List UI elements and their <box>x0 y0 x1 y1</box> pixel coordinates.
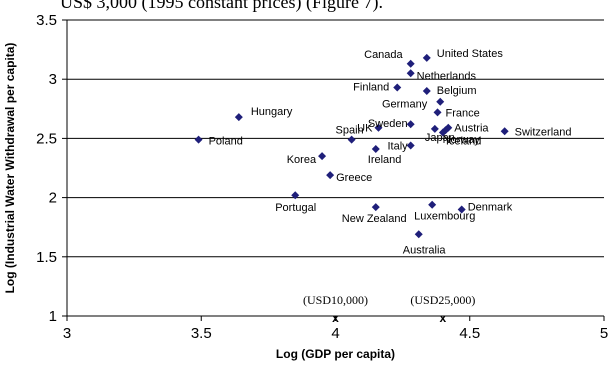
data-point-label: UK <box>357 123 373 135</box>
annotation-label: (USD25,000) <box>410 293 475 307</box>
data-point-label: Belgium <box>437 85 477 97</box>
data-point-marker <box>371 203 380 212</box>
data-point-label: Spain <box>336 125 364 137</box>
data-point-label: Finland <box>353 81 389 93</box>
data-point-marker <box>406 120 415 129</box>
data-point-marker <box>406 59 415 68</box>
data-point-marker <box>234 113 243 122</box>
data-point-label: Ireland <box>368 154 402 166</box>
data-point-label: Japan <box>425 132 455 144</box>
data-point-label: Denmark <box>468 201 513 213</box>
data-point-marker <box>406 141 415 150</box>
annotation-mark: x <box>332 311 339 325</box>
gridlines <box>67 19 604 258</box>
data-point-marker <box>194 135 203 144</box>
data-point-label: United States <box>437 48 504 60</box>
data-point-marker <box>422 53 431 62</box>
data-point-marker <box>500 127 509 136</box>
data-point-marker <box>326 171 335 180</box>
data-point-label: France <box>446 107 480 119</box>
x-tick-label: 4 <box>331 325 339 342</box>
header-text: US$ 3,000 (1995 constant prices) (Figure… <box>60 0 383 13</box>
y-tick-labels: 1 1.5 2 2.5 3 3.5 <box>36 12 57 325</box>
data-point-label: Portugal <box>275 202 316 214</box>
data-point-marker <box>347 135 356 144</box>
data-point-label: New Zealand <box>342 213 407 225</box>
y-tick-label: 2.5 <box>36 130 57 147</box>
data-point-marker <box>406 69 415 78</box>
data-point-marker <box>318 152 327 161</box>
data-point-label: Austria <box>454 123 489 135</box>
data-point-label: Norway <box>443 134 481 146</box>
data-point-label: Greece <box>336 172 372 184</box>
data-point-marker <box>457 205 466 214</box>
data-point-marker <box>433 108 442 117</box>
data-point-label: Hungary <box>251 106 293 118</box>
data-point-marker <box>430 124 439 133</box>
data-point-label: Luxembourg <box>414 211 475 223</box>
annotation-mark: x <box>440 311 447 325</box>
axes <box>62 19 605 321</box>
data-point-label: Australia <box>403 244 447 256</box>
x-tick-label: 4.5 <box>459 325 480 342</box>
y-tick-label: 1 <box>49 308 57 325</box>
annotations: (USD10,000) x (USD25,000) x <box>303 293 475 325</box>
data-point-marker <box>428 200 437 209</box>
x-axis-title: Log (GDP per capita) <box>276 347 395 361</box>
data-point-label: Korea <box>287 154 317 166</box>
data-point-marker <box>291 191 300 200</box>
x-tick-label: 3.5 <box>191 325 212 342</box>
y-tick-label: 3 <box>49 71 57 88</box>
x-tick-label: 5 <box>600 325 608 342</box>
data-point-marker <box>371 145 380 154</box>
y-tick-label: 2 <box>49 190 57 207</box>
y-tick-label: 1.5 <box>36 249 57 266</box>
y-axis-title: Log (Industrial Water Withdrawal per cap… <box>3 43 17 294</box>
data-point-label: Poland <box>209 136 243 148</box>
data-point-label: Canada <box>364 49 403 61</box>
data-point-label: Iceland <box>446 135 481 147</box>
annotation-label: (USD10,000) <box>303 293 368 307</box>
data-point-marker <box>414 230 423 239</box>
x-tick-label: 3 <box>63 325 71 342</box>
data-point-label: Switzerland <box>515 126 572 138</box>
data-point-label: Sweden <box>368 118 408 130</box>
data-point-marker <box>422 87 431 96</box>
data-points: Canada United States Netherlands Finland Bel… <box>194 48 572 256</box>
data-point-marker <box>441 126 450 135</box>
data-point-label: Netherlands <box>417 70 477 82</box>
data-point-marker <box>436 97 445 106</box>
y-tick-label: 3.5 <box>36 12 57 29</box>
data-point-label: Germany <box>382 99 428 111</box>
data-point-marker <box>393 83 402 92</box>
x-tick-labels: 3 3.5 4 4.5 5 <box>63 325 608 342</box>
data-point-label: Italy <box>387 141 408 153</box>
data-point-marker <box>374 123 383 132</box>
